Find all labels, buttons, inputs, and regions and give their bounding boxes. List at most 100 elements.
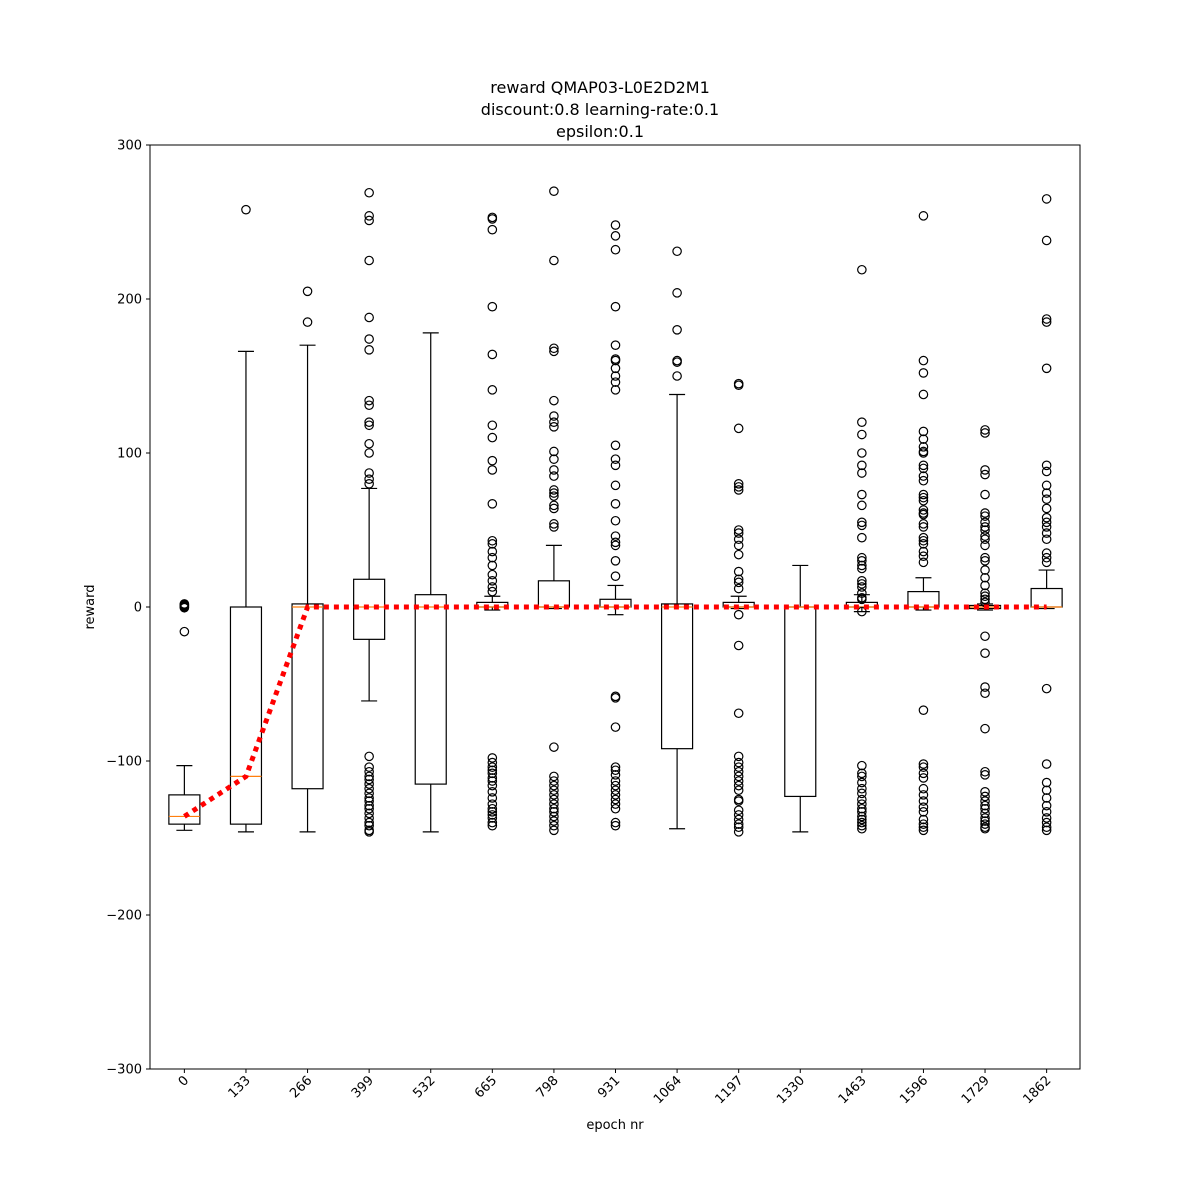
outlier-point <box>980 428 990 438</box>
outlier-point <box>364 417 374 427</box>
outlier-point <box>487 385 498 395</box>
outlier-point <box>610 770 621 780</box>
outlier-point <box>549 742 559 752</box>
outlier-point <box>610 531 621 541</box>
outlier-point <box>487 780 498 791</box>
outlier-point <box>918 796 929 806</box>
y-axis-label: reward <box>83 584 98 629</box>
outlier-point <box>918 368 929 378</box>
outlier-point <box>179 626 190 637</box>
outlier-point <box>364 395 374 406</box>
y-tick-label: 300 <box>117 139 142 154</box>
outlier-point <box>610 799 621 809</box>
outlier-point <box>980 766 990 777</box>
outlier-point <box>918 819 929 829</box>
box-group-1064 <box>660 246 694 830</box>
outlier-point <box>918 807 929 817</box>
outlier-point <box>857 803 867 814</box>
outlier-point <box>487 586 498 597</box>
outlier-point <box>980 648 990 658</box>
outlier-point <box>857 820 867 831</box>
outlier-point <box>733 380 744 391</box>
outlier-point <box>857 429 867 440</box>
box-group-1330 <box>784 564 817 833</box>
outlier-point <box>549 422 559 432</box>
outlier-point <box>487 465 498 475</box>
outlier-point <box>549 343 559 354</box>
outlier-point <box>857 582 867 592</box>
outlier-point <box>1041 235 1052 246</box>
outlier-point <box>857 606 867 617</box>
outlier-point <box>487 762 498 772</box>
x-tick-label: 532 <box>410 1073 438 1101</box>
outlier-point <box>1041 522 1052 532</box>
outlier-point <box>857 588 867 598</box>
outlier-point <box>980 525 990 535</box>
outlier-point <box>733 525 744 535</box>
outlier-point <box>918 434 929 444</box>
outlier-point <box>364 766 374 777</box>
outlier-point <box>487 539 498 549</box>
box <box>291 603 324 790</box>
x-tick-label: 665 <box>472 1073 500 1101</box>
outlier-point <box>733 810 744 820</box>
outlier-point <box>733 819 744 829</box>
outlier-point <box>610 220 621 230</box>
outlier-point <box>980 511 990 521</box>
outlier-point <box>1041 503 1052 514</box>
outlier-point <box>610 301 621 312</box>
outlier-point <box>487 301 498 312</box>
outlier-point <box>364 813 374 823</box>
outlier-point <box>733 757 744 768</box>
plot-area <box>168 186 1063 837</box>
outlier-point <box>487 786 498 797</box>
outlier-point <box>549 465 559 475</box>
outlier-point <box>364 345 374 355</box>
outlier-point <box>487 224 498 235</box>
outlier-point <box>364 779 374 789</box>
outlier-point <box>672 324 682 335</box>
outlier-point <box>487 546 498 557</box>
outlier-point <box>857 594 867 605</box>
box <box>537 580 571 608</box>
outlier-point <box>1041 683 1052 694</box>
outlier-point <box>733 534 744 545</box>
outlier-point <box>980 540 990 551</box>
outlier-point <box>364 800 374 811</box>
box-group-1862 <box>1030 194 1063 836</box>
outlier-point <box>487 455 498 466</box>
outlier-point <box>857 460 867 471</box>
outlier-point <box>487 757 498 768</box>
outlier-point <box>980 555 990 566</box>
outlier-point <box>857 817 867 828</box>
outlier-point <box>733 540 744 551</box>
outlier-point <box>610 244 621 255</box>
y-tick-label: 100 <box>117 447 142 462</box>
box-group-0 <box>168 599 201 831</box>
outlier-point <box>980 531 990 541</box>
outlier-point <box>610 540 621 551</box>
outlier-point <box>487 813 498 823</box>
outlier-point <box>610 555 621 566</box>
outlier-point <box>487 569 498 580</box>
outlier-point <box>487 776 498 786</box>
outlier-point <box>733 485 744 495</box>
outlier-point <box>1041 759 1052 769</box>
outlier-point <box>980 552 990 563</box>
outlier-point <box>610 571 621 581</box>
outlier-point <box>364 827 374 837</box>
outlier-point <box>549 491 559 501</box>
box <box>660 603 694 750</box>
outlier-point <box>1041 813 1052 823</box>
outlier-point <box>980 594 990 605</box>
outlier-point <box>610 454 621 464</box>
outlier-point <box>610 480 621 491</box>
outlier-point <box>610 790 621 800</box>
outlier-point <box>857 517 867 528</box>
outlier-point <box>1041 517 1052 528</box>
outlier-point <box>918 519 929 529</box>
outlier-point <box>980 791 990 802</box>
outlier-point <box>918 426 929 437</box>
outlier-point <box>487 773 498 783</box>
outlier-point <box>980 813 990 823</box>
